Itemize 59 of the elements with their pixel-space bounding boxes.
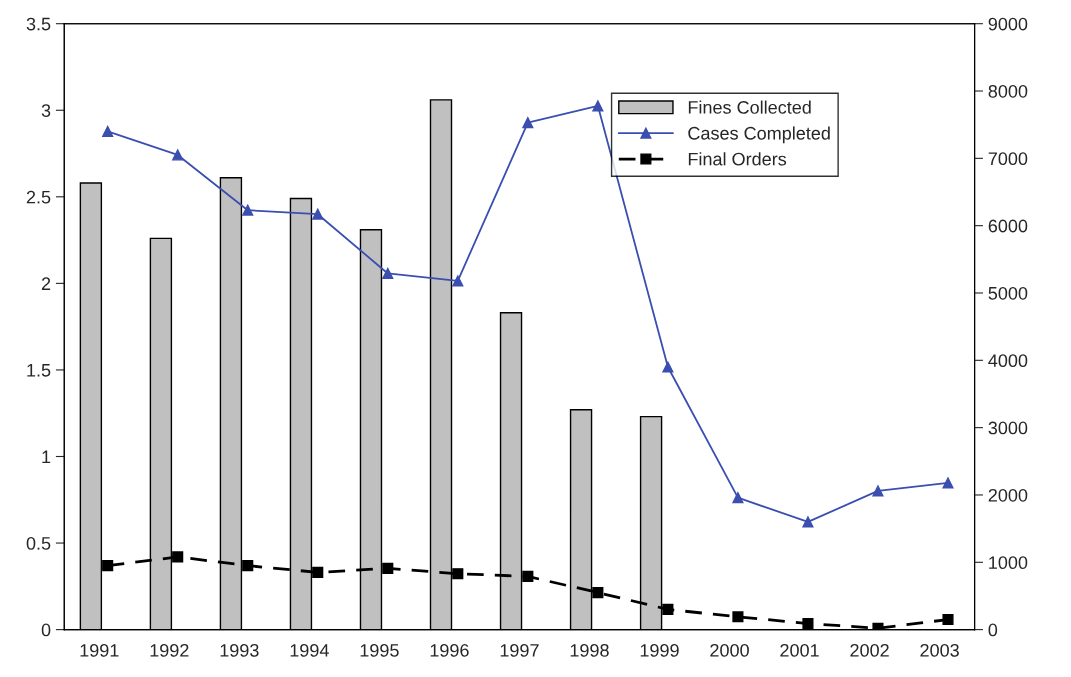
point [382,562,394,574]
y-tick-label: 1 [42,450,51,464]
point [312,208,324,220]
y2-tick-label: 3000 [988,421,1028,435]
point [522,117,534,129]
point [522,570,534,582]
x-tick-label: 1997 [500,643,539,657]
point [452,568,464,580]
x-tick-label: 1996 [430,643,469,657]
x-tick-label: 1998 [570,643,609,657]
x-tick-label: 1994 [290,643,329,657]
point [312,566,324,578]
x-tick-label: 1995 [360,643,399,657]
point [802,516,814,528]
point [592,587,604,599]
point [242,204,254,216]
legend-label: Final Orders [688,152,787,166]
x-tick-label: 2002 [850,643,889,657]
y-tick-label: 1.5 [27,364,51,377]
y-tick-label: 3 [41,104,51,117]
y2-tick-label: 2000 [988,488,1028,502]
x-tick-label: 2001 [780,643,819,657]
point [662,603,674,615]
x-tick-label: 1991 [80,643,119,657]
point [242,560,254,572]
y2-tick-label: 4000 [988,354,1028,368]
x-tick-label: 2003 [920,643,959,657]
y2-tick-label: 0 [988,623,998,637]
point [732,611,744,623]
x-tick-label: 1992 [150,643,189,657]
point [382,267,394,280]
x-tick-label: 1993 [220,643,259,657]
y-tick-label: 2 [41,277,51,290]
y-tick-label: 3.5 [26,17,51,31]
point [592,100,604,112]
legend-label: Fines Collected [688,100,811,114]
point [872,485,884,497]
point [172,149,184,161]
point [172,551,184,563]
point [942,613,954,626]
point [802,617,814,630]
point [662,361,674,373]
x-tick-label: 2000 [710,643,749,657]
y2-tick-label: 9000 [988,17,1028,31]
y2-tick-label: 1000 [989,556,1028,570]
point [102,125,114,137]
y2-tick-label: 6000 [988,219,1028,233]
x-tick-label: 1999 [640,643,679,657]
point [732,492,744,504]
point [102,560,114,572]
y-tick-label: 2.5 [26,190,51,204]
y2-tick-label: 8000 [988,84,1028,98]
legend-label: Cases Completed [688,126,830,144]
y2-tick-label: 7000 [988,152,1028,166]
point [452,275,464,287]
y2-tick-label: 5000 [988,286,1028,300]
y-tick-label: 0 [41,623,51,637]
point [942,477,954,489]
y-tick-label: 0.5 [26,536,51,550]
